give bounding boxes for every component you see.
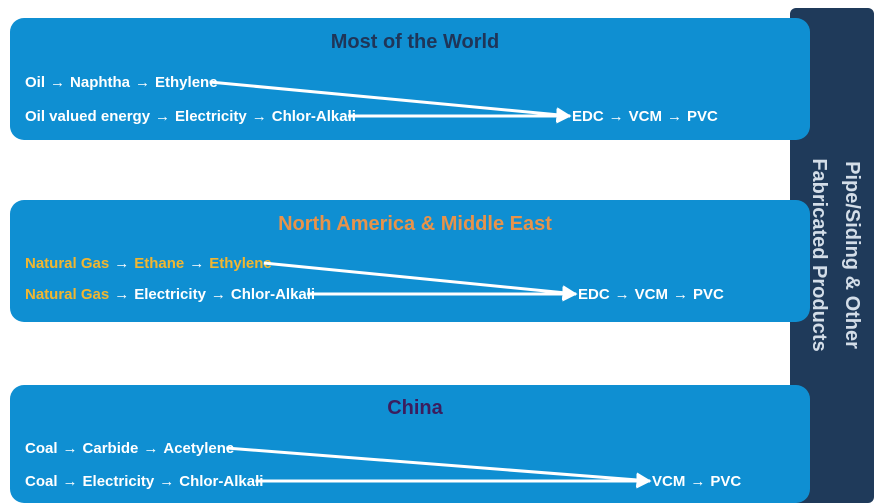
token: → [63, 440, 78, 457]
token: Oil valued energy [25, 108, 151, 125]
token: Electricity [83, 473, 155, 490]
token: PVC [687, 108, 718, 125]
token: → [252, 108, 267, 125]
token: → [667, 108, 682, 125]
arrow [209, 80, 572, 123]
token: PVC [710, 473, 741, 490]
sidebar-line: Pipe/Siding & Other [841, 161, 863, 349]
token: → [114, 255, 129, 272]
token: VCM [652, 473, 685, 490]
process-line: Oil valued energy → Electricity → Chlor-Alka… [25, 108, 356, 125]
token: VCM [635, 286, 668, 303]
token: → [159, 473, 174, 490]
token: → [114, 286, 129, 303]
token: → [189, 255, 204, 272]
product-line: EDC → VCM → PVC [572, 108, 718, 125]
token: Chlor-Alkali [179, 473, 263, 490]
token: EDC [572, 108, 604, 125]
token: Chlor-Alkali [231, 286, 315, 303]
process-line: Natural Gas → Ethane → Ethylene [25, 255, 272, 272]
token: Natural Gas [25, 286, 109, 303]
process-line: Natural Gas → Electricity → Chlor-Alkali [25, 286, 315, 303]
token: Oil [25, 74, 45, 91]
token: Chlor-Alkali [272, 108, 356, 125]
product-line: EDC → VCM → PVC [578, 286, 724, 303]
panel-bg [10, 18, 810, 140]
process-line: Coal → Carbide → Acetylene [25, 440, 234, 457]
token: → [615, 286, 630, 303]
token: Coal [25, 473, 58, 490]
token: → [690, 473, 705, 490]
sidebar-line: Fabricated Products [808, 158, 830, 351]
token: PVC [693, 286, 724, 303]
token: Carbide [83, 440, 139, 457]
sidebar [790, 8, 874, 503]
token: Ethylene [209, 255, 272, 272]
token: Electricity [134, 286, 206, 303]
panel-title: China [387, 397, 443, 419]
token: → [155, 108, 170, 125]
panel-title: Most of the World [331, 31, 500, 53]
token: Ethylene [155, 74, 218, 91]
process-line: Coal → Electricity → Chlor-Alkali [25, 473, 263, 490]
token: → [609, 108, 624, 125]
panel-title: North America & Middle East [278, 213, 552, 235]
arrow [263, 261, 578, 301]
token: → [143, 440, 158, 457]
token: Electricity [175, 108, 247, 125]
token: → [211, 286, 226, 303]
token: → [673, 286, 688, 303]
token: Naphtha [70, 74, 131, 91]
panel-bg [10, 200, 810, 322]
product-line: VCM → PVC [652, 473, 741, 490]
token: → [63, 473, 78, 490]
panel-bg [10, 385, 810, 503]
token: Ethane [134, 255, 184, 272]
token: → [135, 74, 150, 91]
sidebar-text: Pipe/Siding & Other Fabricated Products [808, 158, 863, 351]
token: Coal [25, 440, 58, 457]
token: Natural Gas [25, 255, 109, 272]
token: EDC [578, 286, 610, 303]
token: Acetylene [163, 440, 234, 457]
token: → [50, 74, 65, 91]
arrow [226, 446, 652, 488]
token: VCM [629, 108, 662, 125]
process-line: Oil → Naphtha → Ethylene [25, 74, 218, 91]
